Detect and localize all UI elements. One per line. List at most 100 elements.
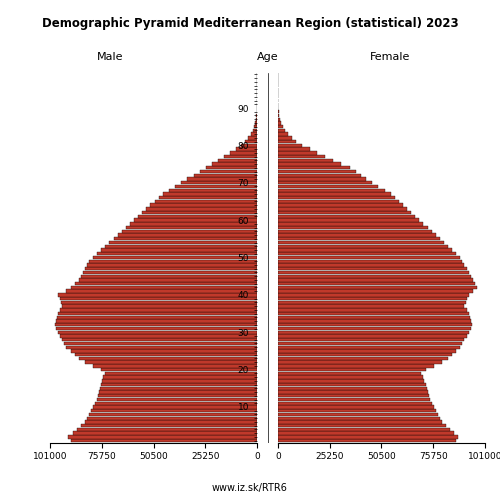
Bar (62, 338, 257, 342)
Bar (278, 282, 474, 286)
Bar (150, 204, 257, 207)
Bar (102, 248, 257, 252)
Bar (56, 320, 257, 322)
Bar (74, 353, 257, 356)
Bar (200, 170, 257, 173)
Bar (278, 428, 450, 431)
Bar (278, 416, 440, 420)
Text: www.iz.sk/RTR6: www.iz.sk/RTR6 (212, 482, 288, 492)
Bar (142, 211, 257, 214)
Bar (85, 267, 257, 270)
Bar (278, 125, 282, 128)
Bar (278, 286, 477, 289)
Bar (278, 353, 452, 356)
Bar (134, 218, 257, 222)
Bar (278, 360, 442, 364)
Bar (278, 364, 434, 368)
Bar (278, 188, 384, 192)
Bar (278, 300, 466, 304)
Bar (278, 230, 432, 233)
Bar (278, 420, 442, 424)
Bar (278, 155, 325, 158)
Bar (256, 118, 257, 121)
Bar (85, 420, 257, 424)
Bar (60, 308, 257, 312)
Bar (122, 230, 257, 233)
Bar (55, 323, 257, 326)
Bar (240, 144, 257, 147)
Bar (278, 368, 426, 372)
Bar (114, 237, 257, 240)
Bar (130, 222, 257, 226)
Bar (278, 222, 424, 226)
Bar (78, 278, 257, 281)
Bar (102, 368, 257, 372)
Bar (248, 136, 257, 140)
Bar (278, 158, 333, 162)
Bar (87, 264, 257, 266)
Bar (68, 435, 257, 438)
Bar (278, 264, 464, 266)
Bar (278, 372, 422, 375)
Bar (252, 128, 257, 132)
Bar (64, 342, 257, 345)
Bar (78, 356, 257, 360)
Bar (278, 413, 438, 416)
Bar (118, 234, 257, 237)
Bar (278, 394, 428, 398)
Bar (104, 376, 257, 379)
Bar (85, 360, 257, 364)
Bar (278, 241, 444, 244)
Bar (278, 406, 434, 408)
Bar (70, 286, 257, 289)
Bar (278, 383, 426, 386)
Bar (62, 300, 257, 304)
Bar (175, 185, 257, 188)
Bar (93, 406, 257, 408)
Bar (97, 252, 257, 256)
Bar (250, 132, 257, 136)
Bar (256, 114, 257, 117)
Bar (81, 424, 257, 428)
Bar (278, 200, 399, 203)
Bar (87, 416, 257, 420)
Bar (278, 248, 452, 252)
Bar (278, 122, 281, 124)
Bar (278, 342, 462, 345)
Bar (278, 170, 356, 173)
Bar (146, 207, 257, 210)
Bar (278, 350, 456, 352)
Bar (70, 350, 257, 352)
Bar (278, 424, 446, 428)
Bar (278, 390, 428, 394)
Bar (278, 327, 470, 330)
Bar (278, 196, 395, 200)
Bar (278, 178, 366, 180)
Bar (245, 140, 257, 143)
Bar (278, 166, 349, 170)
Bar (278, 256, 460, 259)
Bar (278, 252, 456, 256)
Bar (278, 402, 432, 405)
Bar (278, 136, 292, 140)
Bar (278, 346, 460, 349)
Bar (56, 327, 257, 330)
Bar (278, 386, 426, 390)
Bar (278, 274, 470, 278)
Bar (278, 140, 296, 143)
Bar (278, 192, 390, 196)
Bar (254, 125, 257, 128)
Bar (278, 234, 436, 237)
Bar (278, 271, 468, 274)
Bar (278, 181, 372, 184)
Bar (102, 383, 257, 386)
Bar (278, 379, 424, 382)
Bar (278, 338, 464, 342)
Bar (278, 226, 428, 230)
Bar (58, 330, 257, 334)
Bar (278, 376, 424, 379)
Bar (57, 316, 257, 319)
Bar (74, 282, 257, 286)
Bar (106, 372, 257, 375)
Bar (278, 185, 378, 188)
